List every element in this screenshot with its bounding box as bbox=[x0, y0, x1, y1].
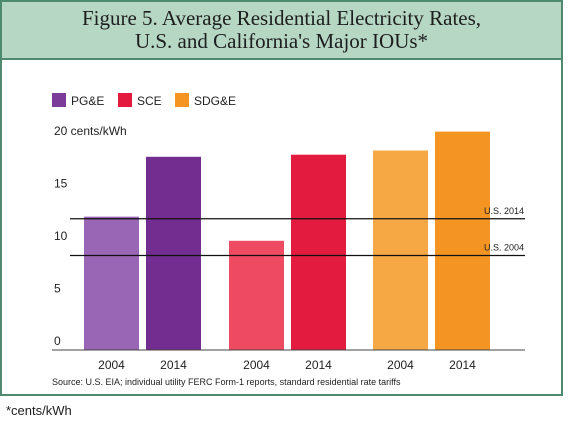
chart-title-line-1: Figure 5. Average Residential Electricit… bbox=[81, 6, 482, 30]
bar-1 bbox=[146, 156, 201, 350]
chart-title-line-2: U.S. and California's Major IOUs* bbox=[134, 29, 429, 53]
footnote: *cents/kWh bbox=[6, 403, 72, 418]
legend-label-2: SDG&E bbox=[194, 94, 236, 108]
bar-5 bbox=[435, 131, 490, 350]
x-tick-label-4: 2004 bbox=[387, 358, 414, 372]
y-tick-label-10: 10 bbox=[54, 229, 68, 243]
legend-swatch-1 bbox=[118, 93, 132, 107]
legend-label-1: SCE bbox=[137, 94, 162, 108]
bar-chart: 0 5 10 15 20 cents/kWh PG&E SCE SDG&E 2004 2014 20… bbox=[52, 93, 525, 387]
figure-header: Figure 5. Average Residential Electricit… bbox=[2, 2, 561, 60]
x-tick-label-1: 2014 bbox=[160, 358, 187, 372]
legend-swatch-2 bbox=[175, 93, 189, 107]
x-tick-label-5: 2014 bbox=[449, 358, 476, 372]
legend-label-0: PG&E bbox=[71, 94, 104, 108]
source-note: Source: U.S. EIA; individual utility FER… bbox=[52, 377, 401, 387]
x-tick-label-0: 2004 bbox=[98, 358, 125, 372]
bar-4 bbox=[373, 150, 428, 350]
bar-0 bbox=[84, 216, 139, 350]
reference-line-label-1: U.S. 2004 bbox=[484, 243, 524, 253]
reference-line-label-0: U.S. 2014 bbox=[484, 206, 524, 216]
bar-2 bbox=[229, 240, 284, 350]
y-tick-label-0: 0 bbox=[54, 334, 61, 348]
bar-3 bbox=[291, 154, 346, 350]
x-tick-label-3: 2014 bbox=[305, 358, 332, 372]
legend-swatch-0 bbox=[52, 93, 66, 107]
y-tick-label-15: 15 bbox=[54, 177, 68, 191]
y-axis-unit-label: 20 cents/kWh bbox=[54, 124, 127, 138]
x-tick-label-2: 2004 bbox=[243, 358, 270, 372]
y-tick-label-5: 5 bbox=[54, 282, 61, 296]
